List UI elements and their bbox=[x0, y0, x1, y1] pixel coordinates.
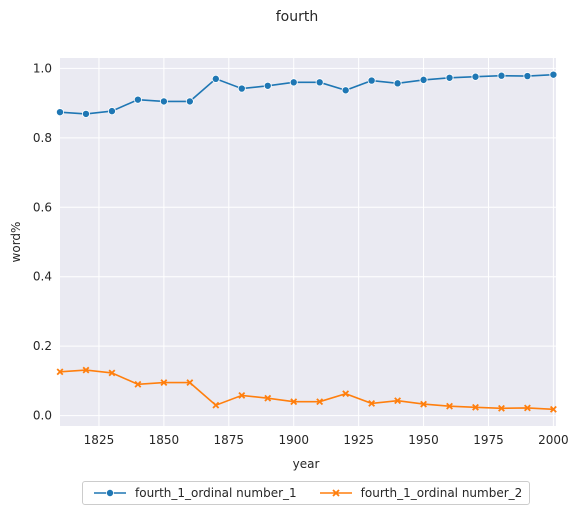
x-tick-labels: 1825 1850 1875 1900 1925 1950 1975 2000 bbox=[84, 433, 569, 447]
series-line-1 bbox=[59, 73, 554, 115]
data-point bbox=[237, 84, 246, 93]
data-point bbox=[108, 369, 116, 377]
data-point bbox=[315, 78, 324, 87]
plot-area bbox=[60, 58, 556, 426]
data-point bbox=[289, 78, 298, 87]
data-point bbox=[186, 379, 194, 387]
data-point bbox=[264, 394, 272, 402]
data-point bbox=[263, 81, 272, 90]
data-point bbox=[211, 74, 220, 83]
data-point bbox=[420, 400, 427, 408]
data-point bbox=[134, 380, 142, 388]
data-point bbox=[472, 403, 479, 411]
data-point bbox=[394, 397, 402, 405]
y-axis-label: word% bbox=[9, 222, 23, 263]
data-point bbox=[160, 379, 168, 387]
legend: fourth_1_ordinal number_1 fourth_1_ordin… bbox=[82, 481, 530, 505]
legend-entry-series-1: fourth_1_ordinal number_1 bbox=[93, 486, 297, 500]
data-point bbox=[159, 97, 168, 106]
data-point bbox=[498, 404, 505, 412]
data-point bbox=[82, 366, 90, 374]
data-point bbox=[471, 72, 480, 81]
data-point bbox=[290, 398, 298, 406]
data-point bbox=[238, 392, 246, 399]
data-point bbox=[107, 107, 116, 116]
series-line-2 bbox=[59, 369, 554, 411]
line-chart: fourth 0.0 0.2 0.4 0.6 0.8 1.0 1825 1850 1875 19… bbox=[9, 9, 569, 471]
y-tick-labels: 0.0 0.2 0.4 0.6 0.8 1.0 bbox=[33, 61, 52, 422]
data-point bbox=[316, 398, 324, 406]
data-point bbox=[445, 73, 454, 82]
y-tick-label: 0.4 bbox=[33, 270, 52, 284]
data-point bbox=[549, 70, 558, 79]
x-tick-label: 1975 bbox=[473, 433, 504, 447]
x-tick-label: 1875 bbox=[214, 433, 245, 447]
data-point bbox=[367, 76, 376, 85]
legend-line-circle-marker-icon bbox=[94, 489, 126, 497]
x-tick-label: 1900 bbox=[278, 433, 309, 447]
data-point bbox=[523, 404, 531, 412]
x-tick-label: 1850 bbox=[149, 433, 180, 447]
data-point bbox=[497, 71, 506, 80]
grid-lines bbox=[60, 58, 556, 426]
data-point bbox=[446, 402, 453, 410]
legend-label-series-2: fourth_1_ordinal number_2 bbox=[360, 486, 523, 500]
chart-title: fourth bbox=[276, 9, 319, 25]
data-point bbox=[368, 399, 376, 407]
x-tick-label: 1825 bbox=[84, 433, 115, 447]
y-tick-label: 1.0 bbox=[33, 61, 52, 75]
legend-label-series-1: fourth_1_ordinal number_1 bbox=[135, 486, 297, 500]
legend-entry-series-2: fourth_1_ordinal number_2 bbox=[319, 486, 523, 500]
data-point bbox=[56, 108, 65, 117]
series-group bbox=[56, 70, 558, 413]
data-point bbox=[81, 109, 90, 118]
data-point bbox=[393, 79, 402, 88]
data-point bbox=[56, 368, 64, 376]
x-tick-label: 2000 bbox=[538, 433, 569, 447]
legend-line-x-marker-icon bbox=[319, 489, 352, 497]
data-point bbox=[341, 86, 350, 95]
y-tick-label: 0.6 bbox=[33, 200, 52, 214]
y-tick-label: 0.2 bbox=[33, 339, 52, 353]
data-point bbox=[212, 401, 220, 409]
data-point bbox=[419, 75, 428, 84]
y-tick-label: 0.8 bbox=[33, 131, 52, 145]
x-tick-label: 1950 bbox=[408, 433, 439, 447]
x-tick-label: 1925 bbox=[343, 433, 374, 447]
data-point bbox=[549, 405, 557, 413]
data-point bbox=[133, 95, 142, 104]
y-tick-label: 0.0 bbox=[33, 409, 52, 423]
x-axis-label: year bbox=[293, 457, 320, 471]
data-point bbox=[342, 390, 350, 398]
data-point bbox=[185, 97, 194, 106]
data-point bbox=[523, 72, 532, 81]
